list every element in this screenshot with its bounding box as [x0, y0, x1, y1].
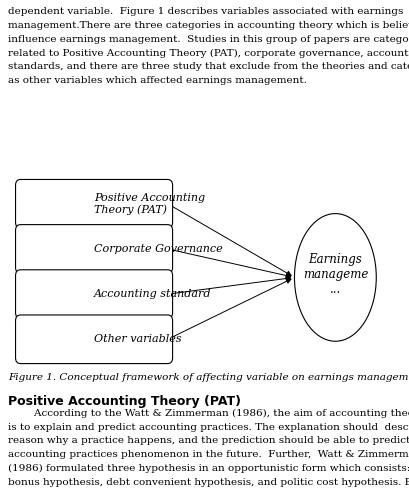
Text: (1986) formulated three hypothesis in an opportunistic form which consists: Plan: (1986) formulated three hypothesis in an…	[8, 464, 409, 473]
Text: reason why a practice happens, and the prediction should be able to predict: reason why a practice happens, and the p…	[8, 436, 409, 445]
Text: Accounting standard: Accounting standard	[94, 289, 211, 299]
Text: Other variables: Other variables	[94, 334, 182, 344]
FancyBboxPatch shape	[16, 225, 173, 273]
Text: related to Positive Accounting Theory (PAT), corporate governance, accounting: related to Positive Accounting Theory (P…	[8, 49, 409, 58]
Text: is to explain and predict accounting practices. The explanation should  describe: is to explain and predict accounting pra…	[8, 423, 409, 432]
Text: According to the Watt & Zimmerman (1986), the aim of accounting theory: According to the Watt & Zimmerman (1986)…	[8, 409, 409, 418]
Text: Figure 1. Conceptual framework of affecting variable on earnings management: Figure 1. Conceptual framework of affect…	[8, 373, 409, 382]
FancyBboxPatch shape	[16, 270, 173, 319]
Text: standards, and there are three study that exclude from the theories and categori: standards, and there are three study tha…	[8, 62, 409, 71]
Text: Positive Accounting Theory (PAT): Positive Accounting Theory (PAT)	[8, 395, 241, 408]
FancyBboxPatch shape	[16, 180, 173, 228]
Text: management.There are three categories in accounting theory which is believed to: management.There are three categories in…	[8, 21, 409, 30]
Text: dependent variable.  Figure 1 describes variables associated with earnings: dependent variable. Figure 1 describes v…	[8, 7, 404, 16]
Ellipse shape	[294, 214, 376, 341]
FancyBboxPatch shape	[16, 315, 173, 363]
Text: as other variables which affected earnings management.: as other variables which affected earnin…	[8, 76, 307, 85]
Text: Earnings
manageme
...: Earnings manageme ...	[303, 253, 368, 297]
Text: Corporate Governance: Corporate Governance	[94, 244, 223, 254]
Text: Positive Accounting
Theory (PAT): Positive Accounting Theory (PAT)	[94, 192, 205, 215]
Text: influence earnings management.  Studies in this group of papers are categorized : influence earnings management. Studies i…	[8, 35, 409, 44]
Text: accounting practices phenomenon in the future.  Further,  Watt & Zimmerman: accounting practices phenomenon in the f…	[8, 450, 409, 459]
Text: bonus hypothesis, debt convenient hypothesis, and politic cost hypothesis. Based: bonus hypothesis, debt convenient hypoth…	[8, 478, 409, 487]
